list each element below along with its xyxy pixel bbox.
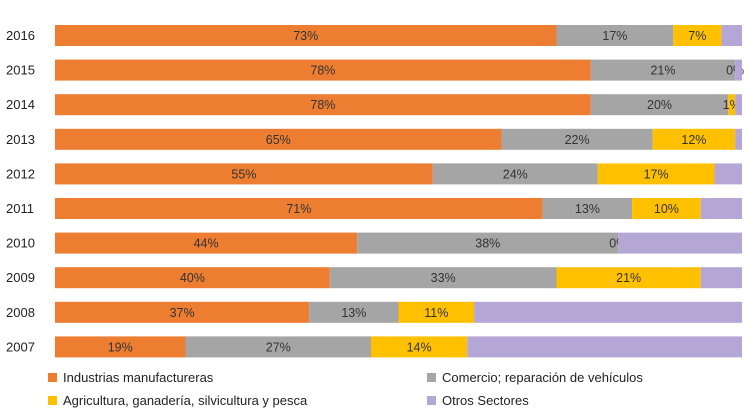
data-label-2011-s0: 71% [286, 202, 311, 216]
bar-segment-2013-s1 [501, 128, 653, 150]
bar-segment-2009-s3 [700, 267, 742, 289]
bar-segment-2013-s0 [55, 128, 502, 150]
category-label-2014: 2014 [6, 97, 35, 112]
bar-segment-2007-s0 [55, 336, 186, 358]
data-label-2010-s1: 38% [475, 237, 500, 251]
bar-segment-2008-s3 [474, 301, 742, 323]
legend-label-commerce: Comercio; reparación de vehículos [442, 370, 643, 385]
bar-segment-2016-s2 [673, 25, 722, 46]
bar-segment-2013-s2 [652, 128, 736, 150]
data-label-2007-s1: 27% [266, 340, 291, 354]
chart-plot: 201673%17%7%201578%21%0%201478%20%1%2013… [6, 25, 744, 358]
bar-segment-2008-s1 [309, 301, 399, 323]
category-label-2010: 2010 [6, 236, 35, 251]
data-label-2008-s2: 11% [424, 306, 448, 320]
data-label-2009-s1: 33% [431, 271, 456, 285]
bar-segment-2011-s1 [542, 198, 633, 219]
legend-label-other: Otros Sectores [442, 393, 529, 408]
category-label-2007: 2007 [6, 339, 35, 354]
legend-label-manufacturing: Industrias manufactureras [63, 370, 214, 385]
legend-label-agriculture: Agricultura, ganadería, silvicultura y p… [63, 393, 308, 408]
bar-segment-2010-s0 [55, 232, 358, 254]
bar-segment-2010-s3 [618, 232, 742, 254]
category-label-2013: 2013 [6, 132, 35, 147]
bar-segment-2015-s3 [735, 59, 742, 81]
data-label-2009-s2: 21% [616, 271, 641, 285]
legend-item-other: Otros Sectores [427, 393, 529, 408]
data-label-2013-s1: 22% [565, 133, 590, 147]
data-label-2016-s0: 73% [293, 29, 318, 43]
legend-swatch-agriculture [48, 396, 57, 405]
data-label-2013-s2: 12% [681, 133, 706, 147]
data-label-2008-s0: 37% [170, 306, 195, 320]
legend-swatch-other [427, 396, 436, 405]
legend-swatch-manufacturing [48, 373, 57, 382]
chart-legend: Industrias manufactureras Comercio; repa… [0, 362, 753, 411]
bar-segment-2012-s0 [55, 163, 433, 185]
data-label-2011-s2: 10% [654, 202, 679, 216]
data-label-2010-s0: 44% [194, 237, 219, 251]
bar-segment-2007-s3 [467, 336, 742, 358]
data-label-2011-s1: 13% [575, 202, 600, 216]
data-label-2007-s2: 14% [407, 340, 432, 354]
data-label-2012-s2: 17% [644, 167, 669, 181]
category-label-2015: 2015 [6, 63, 35, 78]
bar-segment-2016-s3 [721, 25, 742, 46]
bar-segment-2009-s1 [329, 267, 557, 289]
data-label-2008-s1: 13% [341, 306, 366, 320]
bar-segment-2007-s1 [185, 336, 372, 358]
bar-segment-2014-s0 [55, 94, 591, 116]
bar-segment-2011-s3 [700, 198, 742, 219]
data-label-2014-s1: 20% [647, 98, 672, 112]
legend-item-agriculture: Agricultura, ganadería, silvicultura y p… [48, 393, 307, 408]
bar-segment-2011-s2 [632, 198, 701, 219]
data-label-2013-s0: 65% [266, 133, 291, 147]
bar-segment-2016-s0 [55, 25, 557, 46]
data-label-2007-s0: 19% [108, 340, 133, 354]
data-label-2009-s0: 40% [180, 271, 205, 285]
data-label-2014-s0: 78% [310, 98, 335, 112]
bar-segment-2013-s3 [735, 128, 742, 150]
bar-segment-2014-s1 [590, 94, 729, 116]
category-label-2016: 2016 [6, 28, 35, 43]
category-label-2008: 2008 [6, 305, 35, 320]
category-label-2009: 2009 [6, 270, 35, 285]
bar-segment-2008-s2 [398, 301, 475, 323]
legend-item-commerce: Comercio; reparación de vehículos [427, 370, 643, 385]
bar-segment-2008-s0 [55, 301, 310, 323]
data-label-2016-s2: 7% [688, 29, 706, 43]
bar-segment-2009-s2 [556, 267, 701, 289]
data-label-2012-s0: 55% [231, 167, 256, 181]
bar-segment-2015-s0 [55, 59, 591, 81]
legend-item-manufacturing: Industrias manufactureras [48, 370, 213, 385]
bar-segment-2011-s0 [55, 198, 543, 219]
data-label-2016-s1: 17% [602, 29, 627, 43]
bar-segment-2009-s0 [55, 267, 330, 289]
category-label-2011: 2011 [6, 201, 34, 216]
bar-segment-2016-s1 [556, 25, 674, 46]
bar-segment-2012-s2 [597, 163, 715, 185]
data-label-2012-s1: 24% [503, 167, 528, 181]
bar-segment-2012-s1 [432, 163, 598, 185]
bar-segment-2014-s2 [728, 94, 736, 116]
bar-segment-2010-s1 [357, 232, 619, 254]
category-label-2012: 2012 [6, 166, 35, 181]
data-label-2015-s0: 78% [310, 64, 335, 78]
bar-segment-2007-s2 [371, 336, 468, 358]
data-label-2015-s1: 21% [650, 64, 675, 78]
bar-segment-2012-s3 [714, 163, 742, 185]
bar-segment-2015-s1 [590, 59, 736, 81]
bar-segment-2014-s3 [735, 94, 742, 116]
legend-swatch-commerce [427, 373, 436, 382]
